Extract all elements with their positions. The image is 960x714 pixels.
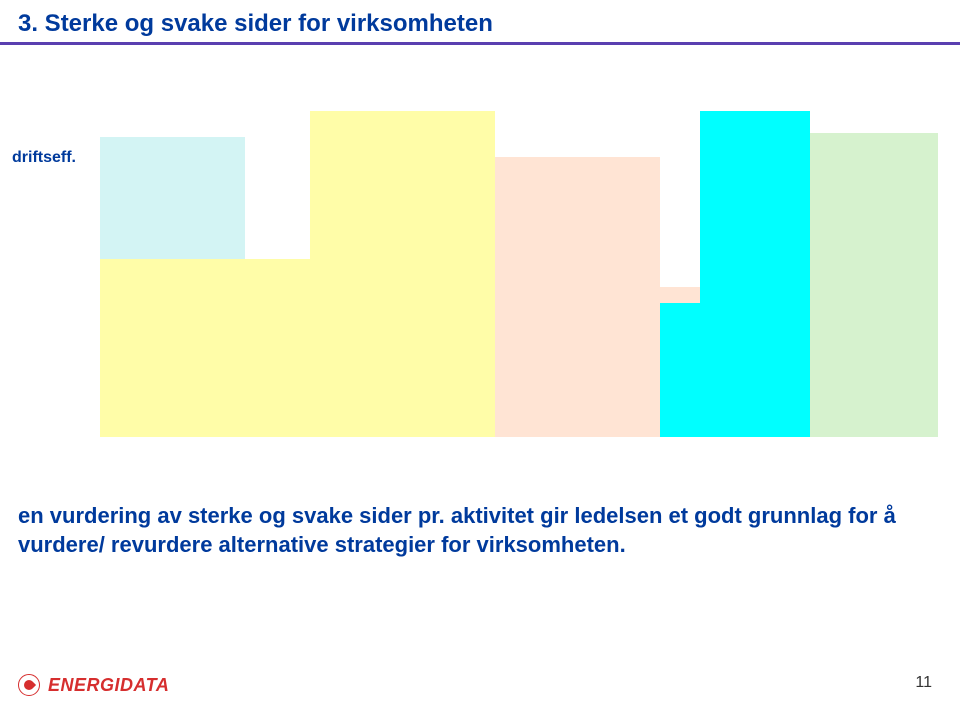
footer: ENERGIDATA: [18, 674, 169, 696]
bar-8: [810, 133, 938, 437]
y-axis-label: driftseff.: [12, 149, 76, 167]
page-title: 3. Sterke og svake sider for virksomhete…: [0, 0, 960, 42]
bar-7: [660, 303, 700, 437]
page-number: 11: [915, 674, 932, 692]
bar-6: [700, 111, 810, 437]
bar-4: [495, 157, 660, 437]
bar-2: [310, 111, 495, 437]
logo-text: ENERGIDATA: [48, 675, 169, 696]
title-underline: [0, 42, 960, 45]
body-paragraph: en vurdering av sterke og svake sider pr…: [18, 502, 898, 559]
logo-icon-inner: [22, 678, 36, 692]
logo-icon: [18, 674, 40, 696]
bar-chart: [100, 109, 938, 437]
bar-3: [100, 287, 310, 437]
